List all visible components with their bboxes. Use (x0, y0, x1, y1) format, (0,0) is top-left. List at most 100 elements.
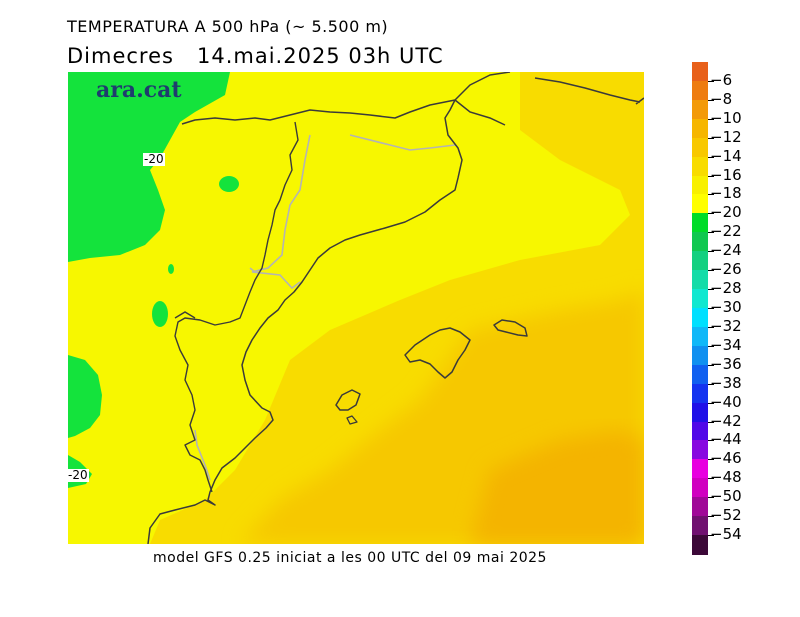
field-warm-3 (470, 430, 644, 544)
legend-label: −24 (710, 241, 742, 260)
legend-swatch (692, 326, 708, 347)
model-info: model GFS 0.25 iniciat a les 00 UTC del … (153, 550, 547, 566)
legend-swatch (692, 270, 708, 290)
legend-tick (708, 402, 714, 404)
coastline-france (454, 99, 506, 126)
legend-label: −18 (710, 184, 742, 203)
legend-swatch (692, 118, 708, 139)
legend-tick (708, 478, 714, 480)
color-legend (692, 62, 708, 555)
legend-swatch (692, 251, 708, 271)
legend-tick (708, 251, 714, 253)
legend-label: −52 (710, 506, 742, 525)
legend-tick (708, 175, 714, 177)
legend-label: −22 (710, 222, 742, 241)
legend-tick (708, 308, 714, 309)
legend-tick (708, 80, 714, 82)
legend-swatch (692, 308, 708, 328)
legend-tick (708, 137, 714, 139)
legend-label: −8 (710, 89, 733, 108)
legend-swatch (692, 364, 708, 385)
legend-swatch (692, 62, 708, 82)
legend-tick (708, 440, 714, 442)
legend-label: −30 (710, 298, 742, 316)
legend-label: −16 (710, 165, 742, 184)
legend-label: −34 (710, 335, 742, 354)
legend-tick (708, 364, 714, 366)
forecast-date: Dimecres 14.mai.2025 03h UTC (67, 44, 444, 68)
legend-tick (708, 345, 714, 347)
island-formentera (346, 415, 358, 425)
legend-tick (708, 497, 714, 499)
coastline-mainland (147, 72, 644, 544)
field-cold-spot-1 (219, 176, 239, 192)
legend-tick (708, 194, 714, 196)
island-mallorca (404, 327, 471, 379)
legend-label: −10 (710, 108, 742, 127)
legend-tick (708, 516, 714, 518)
border-pyrenees (181, 99, 456, 125)
legend-tick (708, 99, 714, 101)
field-cold-spot-3 (168, 264, 174, 274)
legend-tick (708, 270, 714, 272)
legend-tick (708, 232, 714, 234)
legend-label: −12 (710, 127, 742, 146)
legend-label: −54 (710, 525, 742, 544)
legend-label: −48 (710, 468, 742, 487)
field-cold-northwest (68, 72, 230, 262)
legend-tick (708, 289, 714, 291)
legend-label: −32 (710, 316, 742, 335)
legend-swatch (692, 80, 708, 101)
legend-swatch (692, 213, 708, 233)
legend-label: −6 (710, 70, 733, 89)
legend-tick (708, 213, 714, 215)
border-line-2 (194, 429, 211, 481)
contour-label: -20 (67, 468, 89, 482)
legend-label: −50 (710, 487, 742, 506)
legend-swatch (692, 99, 708, 120)
contour-label: -20 (143, 152, 165, 166)
legend-swatch (692, 194, 708, 214)
legend-label: −26 (710, 260, 742, 279)
legend-swatch (692, 516, 708, 536)
watermark-logo: ara.cat (96, 77, 182, 103)
legend-label: −36 (710, 354, 742, 373)
legend-label: −38 (710, 373, 742, 392)
legend-swatch (692, 459, 708, 479)
legend-swatch (692, 478, 708, 498)
legend-swatch (692, 137, 708, 158)
legend-swatch (692, 421, 708, 442)
legend-swatch (692, 289, 708, 309)
legend-swatch (692, 232, 708, 252)
legend-swatch (692, 383, 708, 404)
legend-swatch (692, 535, 708, 555)
legend-label: −46 (710, 449, 742, 468)
border-line (249, 134, 456, 290)
legend-swatch (692, 497, 708, 517)
legend-tick (708, 383, 714, 385)
legend-swatch (692, 440, 708, 460)
legend-label: −20 (710, 203, 742, 222)
legend-swatch (692, 402, 708, 423)
legend-label: −44 (710, 430, 742, 449)
legend-tick (708, 118, 714, 120)
legend-swatch (692, 175, 708, 196)
island-menorca (493, 319, 528, 337)
border-inner (174, 311, 196, 319)
legend-swatch (692, 345, 708, 366)
legend-label: −42 (710, 411, 742, 430)
legend-label: −28 (710, 279, 742, 298)
legend-tick (708, 326, 714, 328)
legend-tick (708, 535, 714, 537)
legend-tick (708, 459, 714, 461)
border-aragon (174, 121, 299, 493)
legend-label: −14 (710, 146, 742, 165)
field-cold-spot-2 (152, 301, 168, 327)
legend-tick (708, 156, 714, 158)
legend-label: −40 (710, 392, 742, 411)
map-title: TEMPERATURA A 500 hPa (~ 5.500 m) (67, 17, 389, 36)
field-cold-west (68, 355, 102, 438)
legend-tick (708, 421, 714, 423)
legend-swatch (692, 156, 708, 177)
